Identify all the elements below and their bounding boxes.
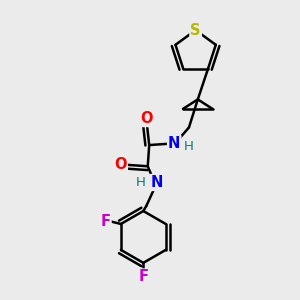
Text: F: F xyxy=(138,269,148,284)
Text: H: H xyxy=(184,140,194,153)
Text: N: N xyxy=(150,175,163,190)
Text: O: O xyxy=(141,111,153,126)
Text: N: N xyxy=(168,136,180,151)
Text: O: O xyxy=(114,157,127,172)
Text: S: S xyxy=(190,23,201,38)
Text: H: H xyxy=(135,176,145,189)
Text: F: F xyxy=(100,214,111,229)
